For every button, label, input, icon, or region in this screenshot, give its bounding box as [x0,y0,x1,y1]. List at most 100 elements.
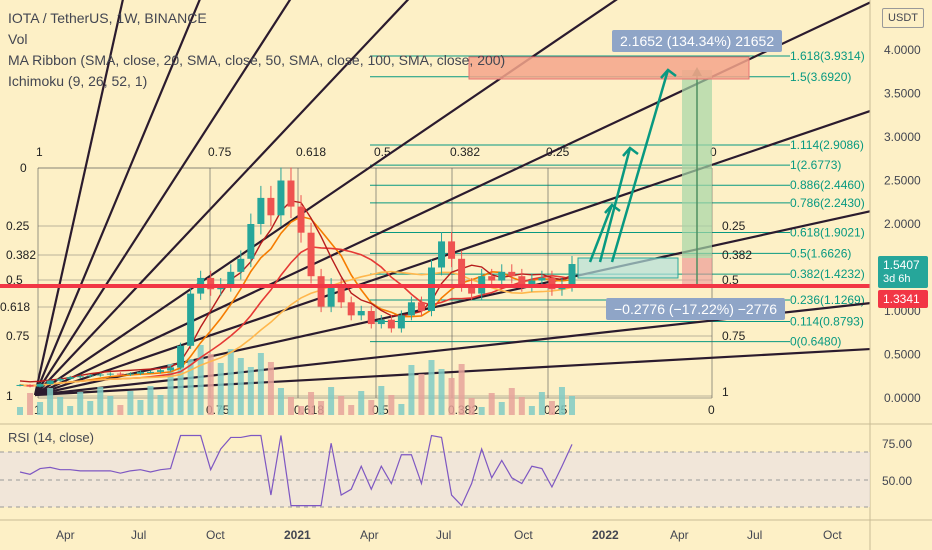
candle-body [76,376,84,378]
time-tick: Oct [514,528,533,542]
volume-bar [448,378,455,415]
gann-right-label: 0.5 [722,273,739,287]
gann-left-label: 0.5 [6,273,23,287]
fib-label: 0.886(2.4460) [790,178,865,192]
volume-bar [177,350,184,415]
fib-label: 1(2.6773) [790,158,841,172]
fib-label: 0.618(1.9021) [790,226,865,240]
arrow-line [598,147,632,263]
target-zone[interactable] [468,56,750,80]
gann-left-label: 0.618 [0,300,30,314]
candle-body [337,284,345,303]
candle-body [237,258,245,272]
candle-body [16,384,24,386]
time-tick: Oct [823,528,842,542]
candle-body [146,371,154,373]
gann-right-label: 0.75 [722,329,746,343]
volume-bar [548,401,555,415]
candle-body [56,378,64,381]
volume-bar [137,400,144,415]
fib-label: 0.114(0.8793) [790,315,864,329]
fan-line [34,347,871,397]
volume-bar [187,359,194,415]
gann-left-label: 0.75 [6,329,30,343]
gann-left-label: 0.382 [6,248,36,262]
volume-bar [67,406,74,415]
candle-body [498,271,506,281]
rsi-tick-75: 75.00 [882,437,912,451]
volume-bar [217,363,224,415]
arrow-line [610,69,670,263]
price-tick: 0.0000 [884,391,921,405]
volume-bar [97,387,104,415]
fan-line [33,0,201,396]
gann-bottom-label: 0 [708,403,715,417]
candle-body [26,384,34,387]
candle-body [116,373,124,375]
volume-bar [308,392,315,415]
candle-body [367,311,375,325]
volume-bar [87,401,94,415]
volume-bar [358,391,365,415]
candle-body [157,370,165,372]
gann-right-label: 1 [722,385,729,399]
candle-body [417,302,425,311]
arrow-head [660,68,677,79]
symbol-title[interactable]: IOTA / TetherUS, 1W, BINANCE [8,10,207,26]
volume-bar [257,353,264,415]
candle-body [407,302,415,316]
volume-bar [488,393,495,415]
volume-bars [17,345,575,415]
projection-arrows[interactable] [588,68,677,263]
volume-bar [298,406,305,415]
candle-body [187,293,195,346]
time-tick: 2021 [284,528,311,542]
volume-bar [569,396,575,415]
fib-label: 1.618(3.9314) [790,49,865,63]
ma-ribbon-indicator[interactable]: MA Ribbon (SMA, close, 20, SMA, close, 5… [8,52,506,68]
time-tick: Oct [206,528,225,542]
candle-body [377,319,385,325]
vol-indicator[interactable]: Vol [8,31,28,47]
fib-label: 0(0.6480) [790,335,841,349]
volume-bar [267,362,274,415]
time-tick: Apr [56,528,75,542]
candle-body [106,373,114,375]
volume-bar [107,396,114,415]
price-tick: 3.0000 [884,130,921,144]
volume-bar [277,388,284,415]
candle-body [427,267,435,311]
volume-bar [237,358,244,415]
projection-box[interactable] [577,257,679,279]
chart-legend: IOTA / TetherUS, 1W, BINANCE Vol MA Ribb… [8,8,505,92]
ichimoku-indicator[interactable]: Ichimoku (9, 26, 52, 1) [8,73,148,89]
volume-bar [318,401,325,415]
last-price-tag: 1.5407 3d 6h [878,256,928,288]
fib-label: 1.114(2.9086) [790,138,864,152]
volume-bar [147,386,154,415]
volume-bar [338,396,345,415]
candle-body [327,284,335,307]
volume-bar [157,395,164,415]
volume-bar [197,345,204,415]
volume-bar [57,397,64,415]
volume-bar [348,405,355,415]
volume-bar [408,365,415,415]
candle-body [86,375,94,377]
ichimoku-line [19,200,573,383]
gann-top-label: 1 [36,145,43,159]
volume-bar [458,364,465,415]
fan-line [34,0,292,396]
gann-top-label: 0.382 [450,145,480,159]
time-axis[interactable]: Apr Jul Oct 2021 Apr Jul Oct 2022 Apr Jul Oct [56,528,842,542]
arrow-line [588,204,614,263]
volume-bar [27,393,34,415]
volume-bar [498,402,505,415]
price-tick: 2.0000 [884,217,921,231]
gann-left-label: 0.25 [6,219,30,233]
volume-bar [378,386,385,415]
countdown: 3d 6h [883,273,911,285]
fib-extension[interactable]: 1.618(3.9314) 1.5(3.6920) 1.114(2.9086) 1(2… [370,49,865,349]
fib-label: 0.382(1.4232) [790,267,865,281]
